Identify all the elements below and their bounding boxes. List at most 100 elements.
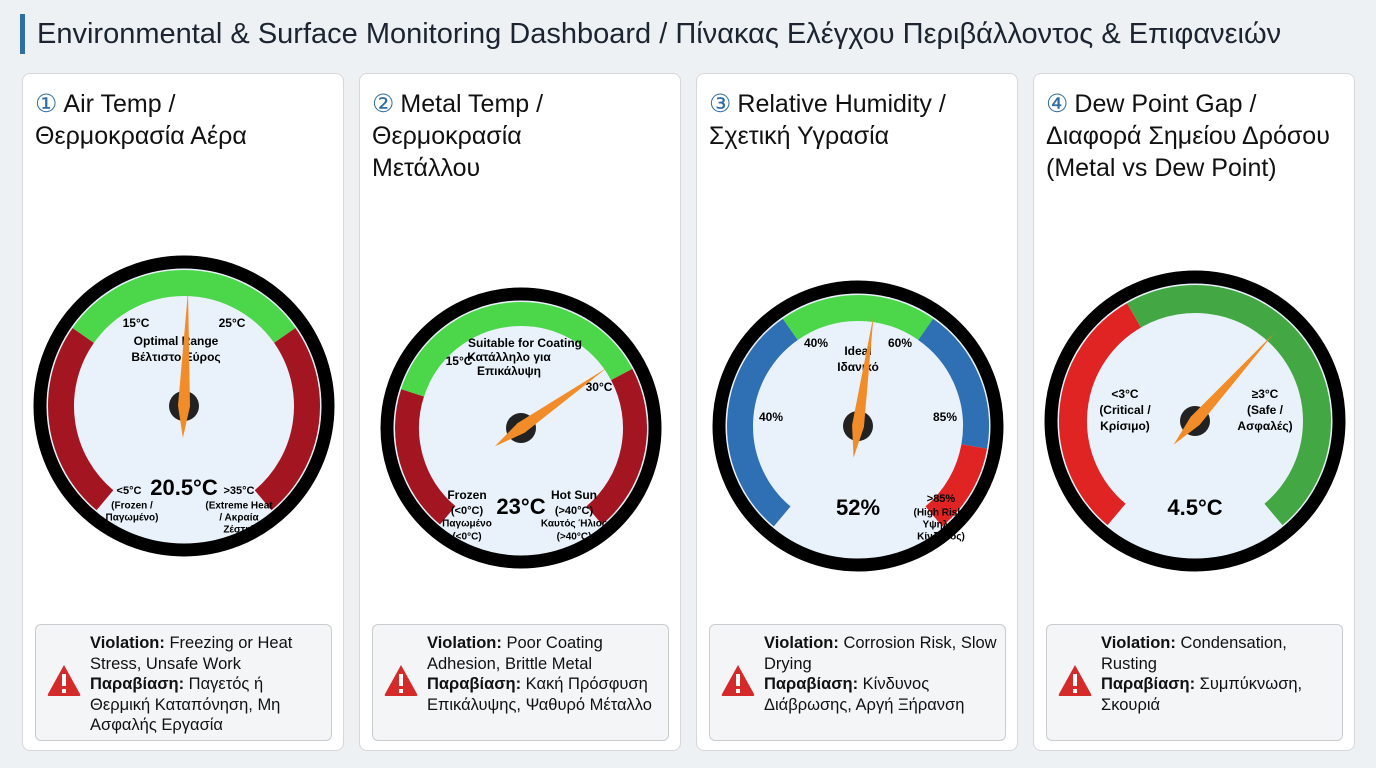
title-line: ① Air Temp / [35, 88, 247, 120]
zone-label: Ideal [844, 344, 871, 358]
violation-text: Violation: Corrosion Risk, Slow Drying Πα… [764, 633, 1000, 715]
zone-label: Hot Sun [551, 488, 597, 502]
zone-label: >85% [927, 493, 956, 505]
violation-en-text: Poor Coating Adhesion, Brittle Metal [427, 634, 603, 673]
warning-dot [399, 689, 403, 693]
zone-label: 25°C [219, 316, 246, 330]
violation-gr-label: Παραβίαση: [90, 675, 185, 693]
gauge-zone [1127, 285, 1331, 526]
violation-en-text: Freezing or Heat Stress, Unsafe Work [90, 634, 293, 673]
zone-label: (High Risk / [913, 508, 968, 519]
zone-label: (<0°C) [452, 532, 481, 543]
gauge-zone [727, 318, 799, 527]
panel-number: ④ [1046, 90, 1069, 118]
panel-card: 15°C 25°C Optimal Range Βέλτιστο Εύρος <5°C (… [22, 73, 344, 751]
warning-bar [1073, 674, 1077, 686]
violation-en: Violation: Freezing or Heat Stress, Unsa… [90, 633, 326, 674]
zone-label: Κίνδυνος) [917, 532, 965, 543]
header-title: Environmental & Surface Monitoring Dashb… [20, 14, 1281, 54]
violation-box: Violation: Condensation, Rusting Παραβίασ… [1046, 624, 1343, 741]
zone-label: Frozen [447, 488, 486, 502]
violation-en-text: Corrosion Risk, Slow Drying [764, 634, 997, 673]
gauge: <3°C (Critical / Κρίσιμο) ≥3°C (Safe / Ασφαλέ… [1044, 270, 1346, 572]
zone-label: Ιδανικό [837, 360, 879, 374]
needle [852, 315, 874, 458]
title-text: Θερμοκρασία Αέρα [35, 122, 247, 150]
zone-label: 15°C [123, 316, 150, 330]
title-line: Θερμοκρασία Αέρα [35, 120, 247, 152]
panel-card: <3°C (Critical / Κρίσιμο) ≥3°C (Safe / Ασφαλέ… [1033, 73, 1355, 751]
zone-label: Υψηλός [922, 520, 959, 531]
zone-label: Κρίσιμο) [1100, 419, 1150, 433]
title-text: Air Temp / [63, 90, 176, 118]
zone-label: 40% [804, 336, 828, 350]
zone-label: Καυτός Ήλιος [541, 519, 607, 530]
warning-dot [1073, 689, 1077, 693]
zone-label: Κατάλληλο για [467, 350, 551, 364]
warning-dot [736, 689, 740, 693]
violation-gr-text: Παγετός ή Θερμική Καταπόνηση, Μη Ασφαλής… [90, 675, 281, 734]
zone-label: 40% [759, 410, 783, 424]
zone-label: 15°C [446, 354, 473, 368]
gauge-zone [925, 443, 988, 527]
panel-title: ② Metal Temp / Θερμοκρασία Μετάλλου [372, 88, 543, 184]
warning-icon [384, 665, 418, 696]
zone-label: / Ακραία [219, 513, 259, 524]
title-text: Metal Temp / [400, 90, 544, 118]
gauge-zone [917, 318, 989, 449]
violation-gr-label: Παραβίαση: [764, 675, 859, 693]
violation-gr-text: Κίνδυνος Διάβρωσης, Αργή Ξήρανση [764, 675, 965, 714]
violation-gr: Παραβίαση: Συμπύκνωση, Σκουριά [1101, 674, 1337, 715]
gauge-zone [401, 302, 633, 397]
zone-label: Παγωμένο) [105, 513, 158, 524]
violation-text: Violation: Freezing or Heat Stress, Unsa… [90, 633, 326, 736]
warning-dot [62, 689, 66, 693]
zone-label: Optimal Range [134, 334, 219, 348]
gauge-value: 52% [836, 495, 880, 520]
gauge-zone [782, 295, 934, 341]
gauge-value: 4.5°C [1167, 495, 1222, 520]
gauge: 40% 60% Ideal Ιδανικό 40% 85% >85% (High Risk /… [712, 280, 1004, 572]
panel-title: ④ Dew Point Gap / Διαφορά Σημείου Δρόσου (M… [1046, 88, 1330, 184]
warning-icon [721, 665, 755, 696]
title-line: Θερμοκρασία [372, 120, 543, 152]
gauge-zone [72, 270, 296, 344]
zone-label: >35°C [223, 485, 254, 497]
warning-bar [399, 674, 403, 686]
title-text: Dew Point Gap / [1074, 90, 1257, 118]
needle [178, 291, 190, 438]
zone-label: (Frozen / [111, 501, 153, 512]
zone-label: <3°C [1111, 387, 1138, 401]
zone-label: (Safe / [1247, 403, 1284, 417]
violation-gr-label: Παραβίαση: [427, 675, 522, 693]
title-text: Relative Humidity / [737, 90, 946, 118]
zone-label: <5°C [117, 485, 142, 497]
gauge-value: 20.5°C [150, 475, 218, 500]
title-line: ② Metal Temp / [372, 88, 543, 120]
violation-gr: Παραβίαση: Κακή Πρόσφυση Επικάλυψης, Ψαθ… [427, 674, 663, 715]
gauge-zone [1059, 303, 1142, 526]
zone-label: (>40°C) [555, 505, 594, 517]
gauge-zone [586, 368, 647, 525]
title-line: Σχετική Υγρασία [709, 120, 946, 152]
panel-title: ③ Relative Humidity / Σχετική Υγρασία [709, 88, 946, 152]
needle [1173, 333, 1274, 445]
violation-en-label: Violation: [90, 634, 165, 652]
zone-label: (>40°C) [557, 532, 592, 543]
zone-label: 85% [933, 410, 957, 424]
violation-box: Violation: Corrosion Risk, Slow Drying Πα… [709, 624, 1006, 741]
zone-label: ≥3°C [1252, 387, 1279, 401]
panel-number: ① [35, 90, 58, 118]
violation-en: Violation: Corrosion Risk, Slow Drying [764, 633, 1000, 674]
title-text: Θερμοκρασία [372, 122, 522, 150]
zone-label: Παγωμένο [442, 519, 492, 530]
violation-box: Violation: Poor Coating Adhesion, Brittl… [372, 624, 669, 741]
title-line: Μετάλλου [372, 152, 543, 184]
zone-label: Επικάλυψη [477, 364, 541, 378]
violation-en-label: Violation: [764, 634, 839, 652]
warning-bar [62, 674, 66, 686]
violation-gr-text: Συμπύκνωση, Σκουριά [1101, 675, 1303, 714]
